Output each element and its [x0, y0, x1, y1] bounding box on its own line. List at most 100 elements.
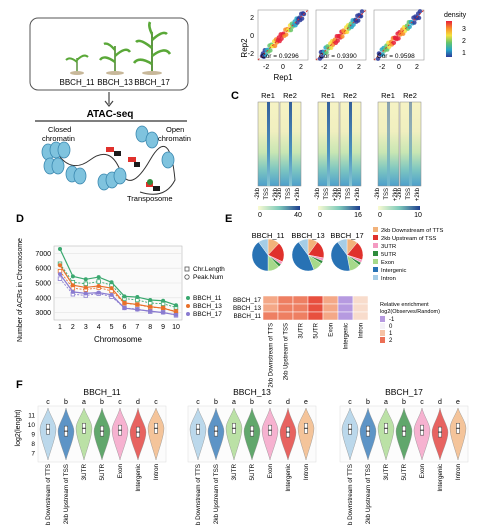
significance-letter: d [136, 399, 140, 406]
b-xtick-9: 2 [415, 64, 419, 71]
significance-letter: b [214, 399, 218, 406]
significance-letter: d [438, 399, 442, 406]
pie-title: BBCH_13 [291, 231, 324, 240]
c-xtick: +2kb [393, 187, 399, 201]
c-xtick: TSS [264, 188, 270, 200]
panel-f: F log2(lenght) BBCH_11 11 10 9 8 7 c 2kb Downst… [15, 379, 469, 525]
violin-x-label: 5UTR [99, 464, 106, 481]
c-xtick: TSS [346, 188, 352, 200]
heatmap-row-label: BBCH_11 [233, 313, 261, 320]
b-xtick-3: 2 [299, 64, 303, 71]
violin-x-label: 2kb Upstream of TSS [365, 464, 372, 524]
heatmap-cell [322, 303, 339, 313]
significance-letter: c [420, 399, 424, 406]
heatmap-cell [322, 311, 339, 321]
x-tick-label: 10 [172, 324, 180, 331]
b-xtick-5: 0 [339, 64, 343, 71]
pie-legend-label: 2kb Downstream of TTS [381, 228, 444, 234]
heatmap-cell [262, 311, 279, 321]
enrich-legend-title-2: log2(Observes/Random) [380, 309, 440, 315]
density-tick-3: 1 [462, 50, 466, 57]
violin-x-label: 2kb Downstream of TTS [347, 464, 354, 525]
plant-icon-medium [99, 42, 131, 75]
x-tick-label: 6 [122, 324, 126, 331]
c-colorbar [378, 206, 420, 210]
pie-legend-label: 2kb Upstream of TSS [381, 236, 436, 242]
scatter-point [391, 40, 397, 45]
violin-y-tick: 7 [31, 451, 35, 458]
panel-letter-d: D [16, 213, 24, 225]
series-line [59, 273, 177, 316]
c-col-label-2: Re2 [343, 91, 357, 100]
b-ytick-1: 2 [250, 15, 254, 22]
series-point [148, 309, 153, 314]
violin-y-tick: 10 [28, 422, 36, 429]
c-xtick: TSS [324, 188, 330, 200]
scatter-point [284, 32, 289, 37]
c-xtick: -2kb [255, 187, 261, 199]
heatmap-row-label: BBCH_13 [233, 305, 261, 312]
x-tick-label: 1 [58, 324, 62, 331]
series-line [59, 264, 177, 313]
series-point [161, 310, 166, 315]
arrow-head [104, 100, 114, 107]
panel-d: D Number of ACRs in Chromosome Chromosom… [16, 213, 225, 344]
panel-letter-f: F [16, 379, 23, 391]
scatter-point [324, 50, 329, 55]
b-ytick-2: 0 [250, 33, 254, 40]
transposome-label: Transposome [127, 194, 173, 203]
plants-box [29, 17, 189, 91]
y-tick-label: 6000 [35, 266, 51, 273]
method-title: ATAC-seq [87, 109, 134, 120]
b-ytick-3: -2 [248, 51, 254, 58]
c-colorbar-min: 0 [378, 212, 382, 219]
pie-legend-swatch [373, 227, 378, 232]
f-ylabel: log2(lenght) [15, 410, 22, 447]
chr-length-point [96, 279, 101, 284]
b-xtick-8: 0 [397, 64, 401, 71]
series-legend-marker [186, 296, 190, 300]
x-tick-label: 7 [135, 324, 139, 331]
violin-y-tick: 8 [31, 441, 35, 448]
heatmap-cell [352, 311, 369, 321]
series-point [135, 302, 140, 307]
enrich-legend-title-1: Relative enrichment [380, 302, 429, 308]
violin-x-label: 5UTR [249, 464, 256, 481]
series-point [174, 303, 178, 308]
series-point [161, 306, 166, 311]
violin-x-label: Exon [267, 464, 274, 479]
pie-legend-label: 5UTR [381, 252, 396, 258]
nucleosome-cluster-open [135, 125, 175, 169]
tss-center-signal [387, 102, 390, 186]
scatter-plots: Cor = 0.9296 Cor = 0.9390 Cor = 0.9598 [257, 9, 425, 61]
scatter-point [340, 34, 345, 39]
heatmap-cell [307, 303, 324, 313]
panel-b: Rep2 2 0 -2 Cor = 0.9296 Cor = 0.9390 Cor … [240, 9, 467, 82]
series-point [70, 289, 75, 294]
c-xtick: +2kb [295, 187, 301, 201]
c-xtick: +2kb [355, 187, 361, 201]
stage-label-3: BBCH_17 [134, 78, 170, 87]
pie-slice [330, 241, 351, 272]
scatter-point [359, 9, 365, 14]
pie-title: BBCH_11 [252, 231, 285, 240]
shape-legend-2: Peak.Num [193, 274, 223, 281]
plant-icon-small [65, 54, 89, 75]
series-legend-label: BBCH_11 [193, 295, 222, 302]
d-xlabel: Chromosome [94, 335, 143, 344]
significance-letter: e [456, 399, 460, 406]
violin-x-label: 2kb Upstream of TSS [213, 464, 220, 524]
violin-shape [297, 407, 315, 461]
tss-center-signal [289, 102, 292, 186]
pie-slice [298, 238, 309, 256]
c-xtick: -2kb [315, 187, 321, 199]
chr-length-point [57, 276, 63, 281]
heatmap-cell [337, 295, 354, 305]
series-point [109, 280, 114, 285]
tss-center-signal [267, 102, 270, 186]
pie-legend-swatch [373, 243, 378, 248]
series-point [96, 283, 101, 288]
significance-letter: a [82, 399, 86, 406]
